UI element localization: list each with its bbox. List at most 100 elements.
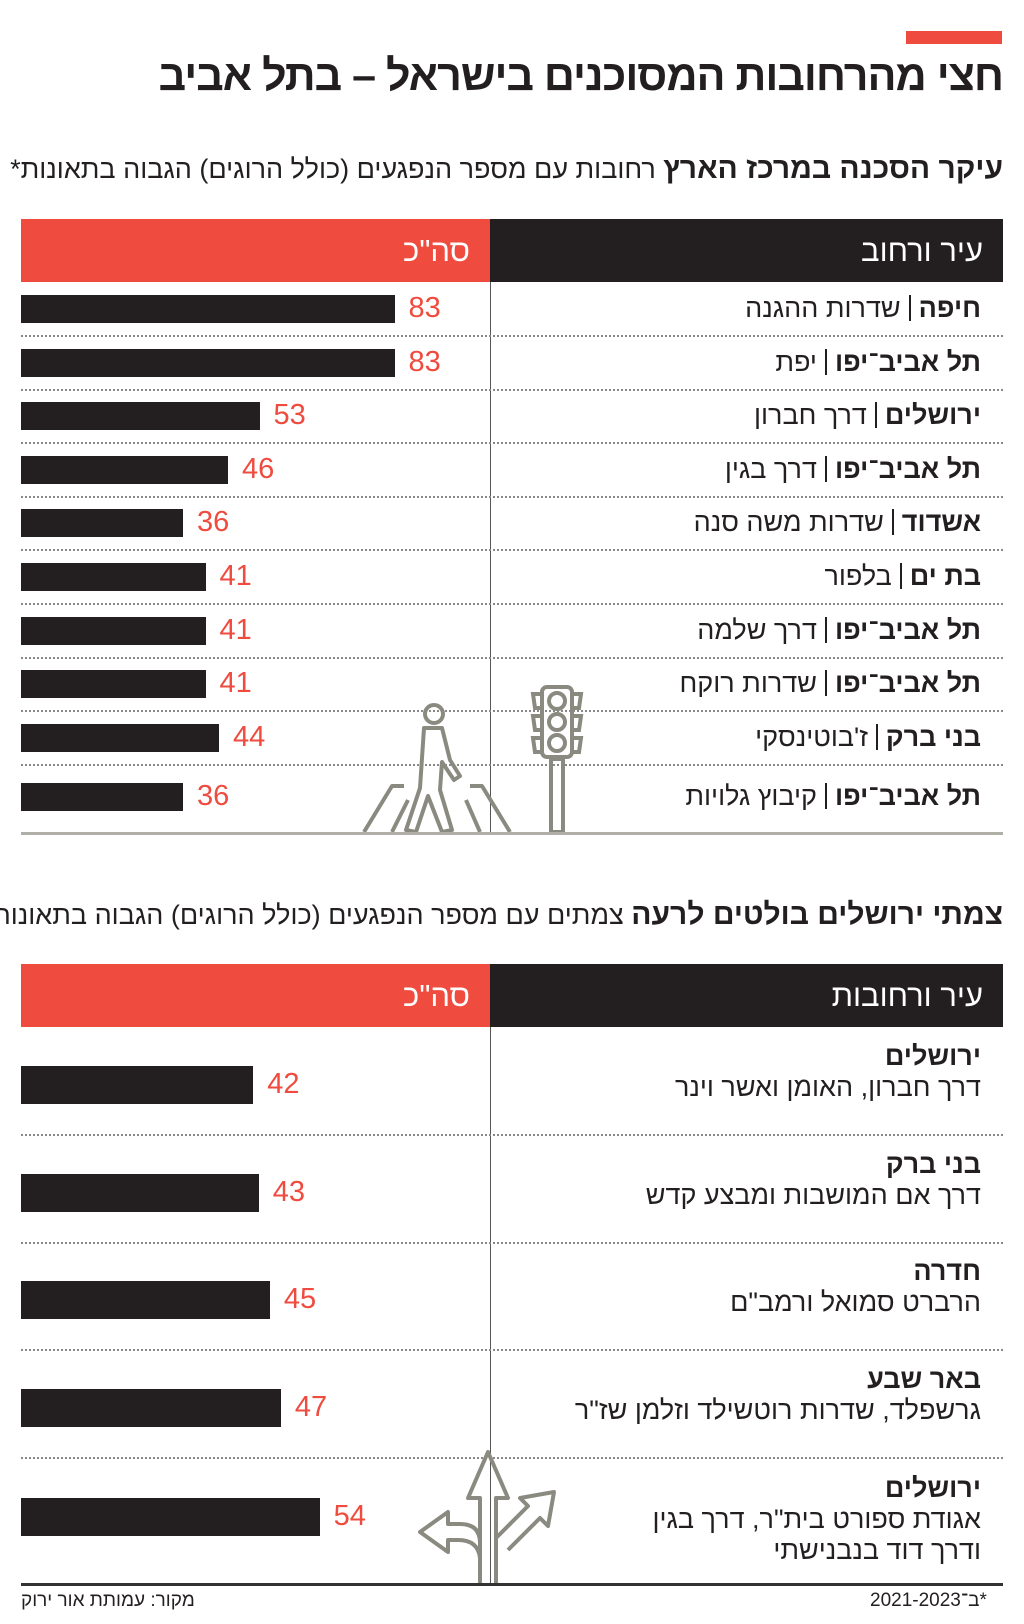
data-label: 46 (242, 452, 275, 485)
row-divider (21, 335, 1003, 337)
row-divider (21, 1349, 1003, 1351)
bar (21, 670, 206, 699)
row-divider (21, 549, 1003, 552)
separator (874, 402, 877, 429)
bar (21, 348, 395, 377)
city-name: בני ברק (885, 1148, 981, 1179)
row-label: תל אביב־יפו דרך שלמה (697, 615, 981, 646)
chart1-title: רחובות עם מספר הנפגעים (כולל הרוגים) הגב… (10, 154, 656, 184)
data-label: 36 (197, 506, 230, 539)
separator (875, 723, 878, 750)
bar (21, 1388, 281, 1427)
data-label: 41 (219, 560, 252, 592)
street-name: יפת (775, 346, 817, 377)
data-label: 43 (272, 1175, 306, 1208)
data-label: 41 (219, 613, 252, 646)
city-name: תל אביב־יפו (834, 346, 981, 377)
chart2-baseline (21, 1583, 1003, 1586)
city-name: תל אביב־יפו (834, 614, 981, 645)
street-names: דרך חברון, האומן ואשר וינר (674, 1072, 981, 1102)
row-label: תל אביב־יפו יפת (775, 347, 981, 378)
bar (21, 1066, 254, 1104)
data-label: 44 (233, 720, 266, 753)
street-name: בלפור (824, 561, 892, 591)
row-label: בת ים בלפור (825, 561, 982, 592)
city-name: חיפה (918, 293, 981, 323)
page-title: חצי מהרחובות המסוכנים בישראל – בתל אביב (158, 52, 1004, 100)
chart2-title-bold: צמתי ירושלים בולטים לרעה (631, 898, 1003, 931)
row-divider (21, 656, 1003, 659)
chart1-header-value: סה"כ (403, 233, 470, 268)
data-label: 45 (283, 1283, 317, 1315)
bar (21, 1173, 259, 1212)
bar (21, 295, 395, 323)
data-label: 41 (219, 667, 252, 700)
city-name: תל אביב־יפו (834, 668, 981, 699)
traffic-light-icon (530, 685, 584, 834)
separator (824, 616, 827, 643)
row-divider (21, 1241, 1003, 1244)
street-name: שדרות ההגנה (745, 293, 901, 323)
data-label: 54 (333, 1500, 366, 1532)
city-name: ירושלים (884, 1473, 981, 1503)
row-label: תל אביב־יפו קיבוץ גלויות (685, 781, 981, 812)
separator (899, 563, 902, 589)
chart2-header-label: עיר ורחובות (831, 978, 983, 1013)
city-name: באר שבע (867, 1363, 981, 1394)
bar (21, 723, 219, 752)
city-name: אשדוד (901, 507, 981, 538)
chart2-column-divider (490, 1027, 491, 1583)
bar (21, 1281, 270, 1319)
bar (21, 563, 206, 591)
row-label: ירושלים דרך חברון (754, 400, 981, 431)
chart2-header-value: סה"כ (403, 978, 470, 1013)
data-label: 83 (408, 345, 441, 378)
city-name: ירושלים (884, 400, 981, 431)
street-name: דרך חברון (754, 400, 867, 431)
separator (824, 670, 827, 697)
road-junction-arrows-icon (418, 1450, 556, 1584)
row-label: חיפה שדרות ההגנה (745, 293, 981, 324)
chart1-column-divider (490, 282, 491, 833)
data-label: 42 (267, 1068, 300, 1100)
chart2-subtitle: צמתי ירושלים בולטים לרעה צמתים עם מספר ה… (0, 898, 1003, 932)
row-divider (21, 763, 1003, 766)
row-label: באר שבע גרשפלד, שדרות רוטשילד וזלמן שז"ר (575, 1364, 981, 1426)
data-label: 47 (294, 1390, 328, 1423)
footnote: *ב־2021-2023 (870, 1590, 987, 1611)
row-label: אשדוד שדרות משה סנה (694, 507, 981, 538)
row-divider (21, 1456, 1003, 1459)
street-name: ז'בוטינסקי (755, 721, 868, 752)
data-label: 53 (273, 399, 306, 432)
city-name: חדרה (913, 1256, 981, 1286)
row-label: תל אביב־יפו דרך בגין (725, 454, 981, 485)
street-names: דרך אם המושבות ומבצע קדש (645, 1179, 981, 1210)
bar (21, 783, 183, 812)
bar (21, 455, 228, 484)
chart1-subtitle: עיקר הסכנה במרכז הארץ רחובות עם מספר הנפ… (10, 152, 1003, 186)
street-names: הרברט סמואל ורמב"ם (730, 1287, 981, 1317)
accent-bar (906, 31, 1002, 44)
separator (824, 783, 827, 810)
row-label: תל אביב־יפו שדרות רוקח (680, 668, 981, 699)
street-names: גרשפלד, שדרות רוטשילד וזלמן שז"ר (574, 1394, 981, 1425)
pedestrian-crossing-icon (362, 703, 512, 834)
chart2-title: צמתים עם מספר הנפגעים (כולל הרוגים) הגבו… (0, 900, 624, 930)
data-label: 83 (408, 292, 441, 324)
chart1-title-bold: עיקר הסכנה במרכז הארץ (663, 152, 1003, 185)
street-names: אגודת ספורט בית"ר, דרך בגין ודרך דוד בנב… (652, 1504, 981, 1565)
street-name: שדרות משה סנה (693, 507, 884, 538)
row-label: ירושלים דרך חברון, האומן ואשר וינר (675, 1041, 981, 1103)
row-label: בני ברק ז'בוטינסקי (755, 722, 981, 753)
row-divider (21, 442, 1003, 445)
city-name: תל אביב־יפו (834, 781, 981, 812)
row-divider (21, 603, 1003, 605)
bar (21, 616, 206, 645)
row-divider (21, 1134, 1003, 1136)
source-credit: מקור: עמותת אור ירוק (21, 1590, 195, 1611)
row-label: חדרה הרברט סמואל ורמב"ם (730, 1256, 981, 1318)
chart1-header-label: עיר ורחוב (861, 233, 983, 268)
chart1-header: סה"כ עיר ורחוב (21, 219, 1003, 282)
city-name: תל אביב־יפו (834, 453, 981, 484)
row-label: בני ברק דרך אם המושבות ומבצע קדש (646, 1149, 981, 1211)
